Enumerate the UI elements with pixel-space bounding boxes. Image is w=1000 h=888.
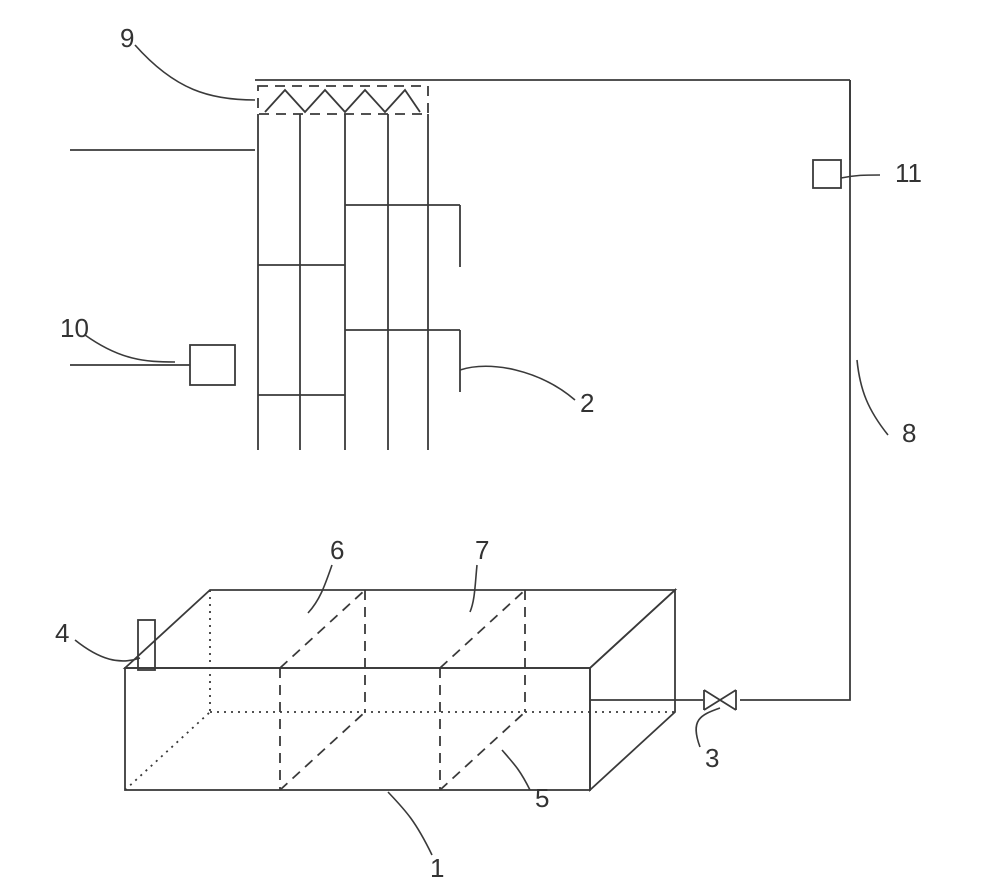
component-10 <box>190 345 235 385</box>
pump-11 <box>813 160 841 188</box>
label-10: 10 <box>60 313 89 343</box>
tank-top <box>125 590 675 668</box>
leader-c10 <box>85 335 175 362</box>
tank-right <box>590 590 675 790</box>
partition-6 <box>280 712 365 790</box>
partition-7 <box>440 590 525 668</box>
leader-c7 <box>470 565 477 612</box>
label-2: 2 <box>580 388 594 418</box>
label-8: 8 <box>902 418 916 448</box>
leader-c2 <box>460 366 575 400</box>
label-3: 3 <box>705 743 719 773</box>
leader-c5 <box>502 750 530 790</box>
valve-3 <box>704 690 736 710</box>
partition-6 <box>280 590 365 668</box>
leader-c8 <box>857 360 888 435</box>
leader-c9 <box>135 45 255 100</box>
label-11: 11 <box>895 158 922 188</box>
leader-c3 <box>696 708 720 747</box>
heater-coil <box>265 90 420 112</box>
leader-c6 <box>308 565 332 613</box>
leader-c1 <box>388 792 432 855</box>
label-9: 9 <box>120 23 134 53</box>
engineering-diagram: 1 2 3 4 5 6 7 8 9 10 11 <box>0 0 1000 888</box>
tank-hidden-edge <box>125 712 210 790</box>
label-1: 1 <box>430 853 444 883</box>
label-6: 6 <box>330 535 344 565</box>
label-5: 5 <box>535 783 549 813</box>
partition-7 <box>440 712 525 790</box>
leader-c4 <box>75 640 140 661</box>
overflow-port <box>138 620 155 670</box>
leader-c11 <box>841 175 880 178</box>
label-7: 7 <box>475 535 489 565</box>
label-4: 4 <box>55 618 69 648</box>
